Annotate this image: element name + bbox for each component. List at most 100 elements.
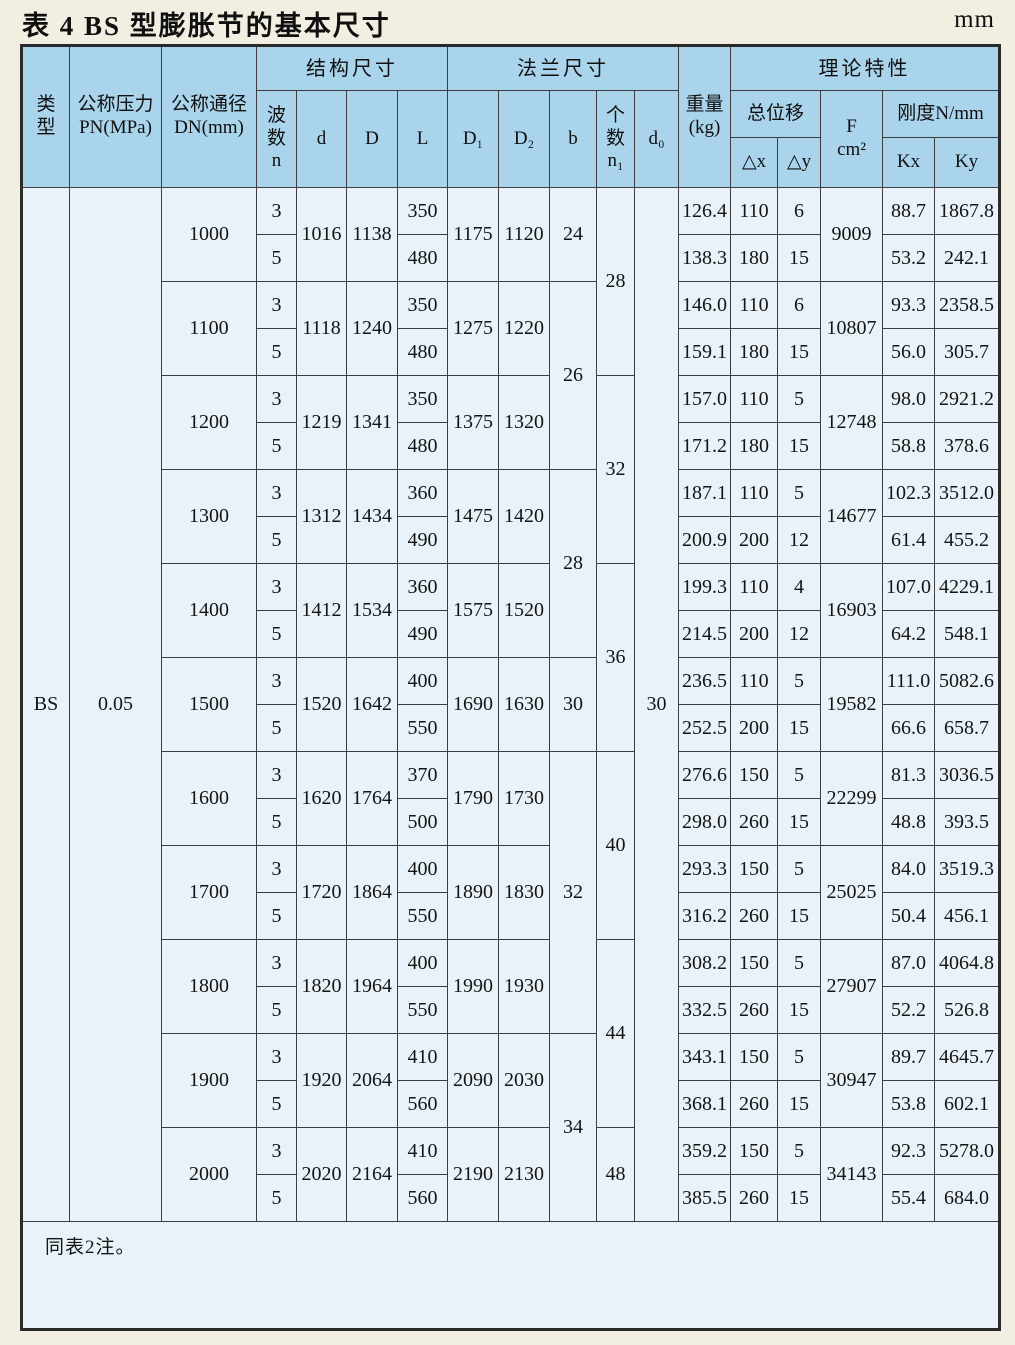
col-header-Ky: Ky xyxy=(934,137,1001,188)
cell-weight: 332.5 xyxy=(678,986,732,1034)
cell-dy: 15 xyxy=(777,704,822,752)
cell-weight: 368.1 xyxy=(678,1080,732,1128)
cell-dn: 1600 xyxy=(161,751,257,846)
cell-dy: 6 xyxy=(777,281,822,329)
cell-L: 490 xyxy=(397,516,448,564)
cell-D2: 1420 xyxy=(498,469,550,564)
cell-dn: 1300 xyxy=(161,469,257,564)
cell-Kx: 111.0 xyxy=(882,657,936,705)
table-row: 5 480 171.2 180 15 58.8 378.6 xyxy=(22,422,1001,470)
cell-D: 1964 xyxy=(346,939,398,1034)
cell-bolt-count: 28 xyxy=(596,187,635,376)
cell-wave-count: 3 xyxy=(256,1127,297,1175)
cell-type: BS xyxy=(21,187,70,1222)
cell-dx: 110 xyxy=(730,375,779,423)
cell-L: 490 xyxy=(397,610,448,658)
cell-Kx: 98.0 xyxy=(882,375,936,423)
cell-dx: 180 xyxy=(730,328,779,376)
cell-F: 10807 xyxy=(820,281,884,376)
cell-weight: 298.0 xyxy=(678,798,732,846)
cell-weight: 236.5 xyxy=(678,657,732,705)
cell-D1: 2090 xyxy=(447,1033,499,1128)
cell-Ky: 5278.0 xyxy=(934,1127,1001,1175)
cell-bolt-count: 36 xyxy=(596,563,635,752)
table-row: 1200 3 1219 1341 350 1375 1320 32 157.0 110 5 12748… xyxy=(22,375,1001,564)
col-header-L: L xyxy=(397,90,448,188)
cell-D1: 1890 xyxy=(447,845,499,940)
cell-dy: 5 xyxy=(777,845,822,893)
cell-pn: 0.05 xyxy=(69,187,162,1222)
cell-dy: 5 xyxy=(777,939,822,987)
cell-b: 24 xyxy=(549,187,597,282)
cell-Ky: 548.1 xyxy=(934,610,1001,658)
cell-L: 360 xyxy=(397,469,448,517)
cell-D2: 1730 xyxy=(498,751,550,846)
cell-Ky: 1867.8 xyxy=(934,187,1001,235)
cell-dx: 150 xyxy=(730,939,779,987)
cell-Ky: 4229.1 xyxy=(934,563,1001,611)
cell-D: 1534 xyxy=(346,563,398,658)
cell-F: 16903 xyxy=(820,563,884,658)
col-header-type: 类 型 xyxy=(21,45,70,188)
cell-D: 1240 xyxy=(346,281,398,376)
cell-wave-count: 5 xyxy=(256,328,297,376)
cell-D1: 1690 xyxy=(447,657,499,752)
cell-wave-count: 5 xyxy=(256,516,297,564)
cell-L: 550 xyxy=(397,986,448,1034)
table-row: BS 0.05 1000 3 1016 1138 350 1175 1120 24 28 30 126.… xyxy=(21,187,1001,1222)
cell-dy: 6 xyxy=(777,187,822,235)
cell-L: 350 xyxy=(397,187,448,235)
table-row: 1100 3 1118 1240 350 1275 1220 26 146.0 110 6 10807… xyxy=(22,281,1001,470)
col-header-Kx: Kx xyxy=(882,137,936,188)
cell-F: 12748 xyxy=(820,375,884,470)
cell-L: 400 xyxy=(397,845,448,893)
cell-dy: 15 xyxy=(777,892,822,940)
cell-dx: 110 xyxy=(730,187,779,235)
cell-D2: 1630 xyxy=(498,657,550,752)
cell-b: 28 xyxy=(549,469,597,658)
cell-F: 27907 xyxy=(820,939,884,1034)
cell-wave-count: 3 xyxy=(256,1033,297,1081)
cell-Kx: 53.8 xyxy=(882,1080,936,1128)
cell-weight: 276.6 xyxy=(678,751,732,799)
cell-weight: 308.2 xyxy=(678,939,732,987)
cell-wave-count: 3 xyxy=(256,375,297,423)
cell-D: 1341 xyxy=(346,375,398,470)
cell-bolt-count: 32 xyxy=(596,375,635,564)
cell-weight: 252.5 xyxy=(678,704,732,752)
cell-F: 30947 xyxy=(820,1033,884,1128)
cell-wave-count: 3 xyxy=(256,751,297,799)
cell-weight: 171.2 xyxy=(678,422,732,470)
cell-wave-count: 5 xyxy=(256,422,297,470)
cell-wave-count: 3 xyxy=(256,281,297,329)
cell-Ky: 5082.6 xyxy=(934,657,1001,705)
table-row: 1300 3 1312 1434 360 1475 1420 28 187.1 110 5 14677… xyxy=(22,469,1001,658)
cell-d0: 30 xyxy=(633,187,680,1222)
table-row: 5 560 368.1 260 15 53.8 602.1 xyxy=(22,1080,1001,1128)
cell-dy: 5 xyxy=(777,657,822,705)
cell-Kx: 48.8 xyxy=(882,798,936,846)
cell-L: 410 xyxy=(397,1127,448,1175)
cell-wave-count: 5 xyxy=(256,798,297,846)
cell-dy: 5 xyxy=(777,469,822,517)
cell-dx: 200 xyxy=(730,516,779,564)
table-body: BS 0.05 1000 3 1016 1138 350 1175 1120 24 28 30 126.… xyxy=(20,187,1001,1330)
cell-dx: 150 xyxy=(730,845,779,893)
cell-dx: 260 xyxy=(730,1080,779,1128)
cell-L: 550 xyxy=(397,704,448,752)
cell-dy: 5 xyxy=(777,1127,822,1175)
cell-weight: 359.2 xyxy=(678,1127,732,1175)
cell-b: 34 xyxy=(549,1033,597,1222)
cell-Kx: 53.2 xyxy=(882,234,936,282)
col-header-F: F cm² xyxy=(820,90,884,188)
cell-d: 1312 xyxy=(296,469,347,564)
cell-dx: 110 xyxy=(730,281,779,329)
cell-dy: 15 xyxy=(777,986,822,1034)
cell-weight: 293.3 xyxy=(678,845,732,893)
cell-Ky: 393.5 xyxy=(934,798,1001,846)
col-header-weight: 重量 (kg) xyxy=(678,45,732,188)
table-row: 5 550 252.5 200 15 66.6 658.7 xyxy=(22,704,1001,752)
cell-Kx: 81.3 xyxy=(882,751,936,799)
cell-Kx: 84.0 xyxy=(882,845,936,893)
cell-wave-count: 3 xyxy=(256,563,297,611)
